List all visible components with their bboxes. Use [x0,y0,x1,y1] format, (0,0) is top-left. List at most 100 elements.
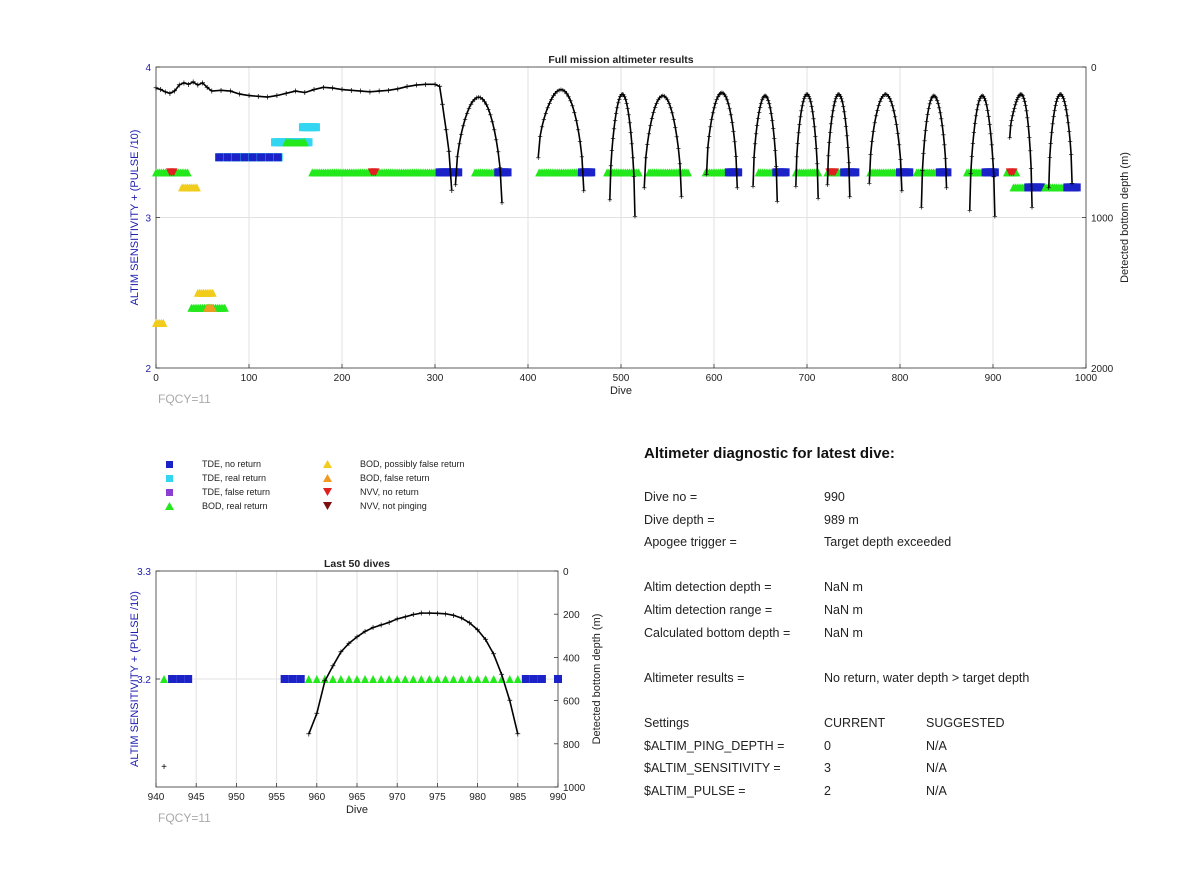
chart1-setting-marker [371,168,380,177]
chart1-x-tick-label: 800 [892,373,909,384]
chart1-depth-point: + [172,87,178,98]
diagnostic-value: NaN m [824,602,863,617]
chart1-depth-point: + [758,98,763,108]
chart1-depth-point: + [579,152,584,162]
diagnostic-label: $ALTIM_PULSE = [644,783,746,798]
chart1-depth-point: + [311,85,317,96]
chart1-depth-point: + [972,119,977,129]
diagnostic-row: $ALTIM_PULSE = 2 N/A [644,784,1164,807]
chart1-depth-point: + [1009,116,1014,126]
chart1-depth-point: + [627,118,632,128]
chart1-depth-point: + [925,110,930,120]
chart1-depth-point: + [619,90,624,100]
chart1-depth-point: + [831,101,836,111]
chart1-depth-point: + [499,198,504,208]
chart1-depth-point: + [944,183,949,193]
chart1-depth-point: + [940,121,945,131]
chart2-setting-marker [409,675,418,683]
chart2-setting-marker [160,675,169,683]
chart1-depth-point: + [463,114,468,124]
chart1-setting-marker [311,123,320,132]
chart1-depth-point: + [274,91,280,102]
chart2-setting-marker [280,675,289,683]
chart1-depth-point: + [631,171,636,181]
chart1-depth-point: + [574,115,579,125]
chart1-depth-point: + [926,104,931,114]
chart1-setting-marker [273,153,282,162]
chart1-depth-point: + [705,143,710,153]
chart1-depth-point: + [1055,93,1060,103]
chart1-y-left-tick-label: 4 [145,63,151,74]
chart1-depth-point: + [618,92,623,102]
chart1-depth-point: + [453,180,458,190]
chart1-depth-point: + [715,92,720,102]
chart1-setting-marker [851,168,860,177]
chart2-setting-marker [505,675,514,683]
chart2-setting-marker [481,675,490,683]
chart1-depth-point: + [204,83,210,94]
chart1-dive-profile-13 [1048,93,1073,188]
chart1-depth-point: + [846,158,851,168]
chart1-depth-point: + [835,90,840,100]
chart1-depth-point: + [560,85,565,95]
chart2-setting-marker [288,675,297,683]
chart1-setting-marker [1037,183,1046,192]
chart1-setting-marker [208,303,217,312]
chart1-depth-point: + [1029,202,1034,212]
chart1-depth-point: + [882,90,887,100]
chart1-depth-point: + [772,134,777,144]
chart2-x-tick-label: 965 [349,792,366,803]
chart1-depth-point: + [1052,106,1057,116]
chart1-depth-point: + [265,93,271,104]
chart1-setting-marker [781,168,790,177]
chart1-depth-point: + [873,111,878,121]
chart1-depth-point: + [1018,90,1023,100]
chart1-depth-point: + [494,135,499,145]
chart1-setting-marker [587,168,596,177]
chart1-depth-point: + [568,96,573,106]
chart1-depth-point: + [937,103,942,113]
chart1-setting-marker [734,168,743,177]
legend-label: TDE, no return [202,459,262,469]
chart1-depth-point: + [761,93,766,103]
chart1-depth-point: + [466,104,471,114]
chart1-depth-point: + [488,110,493,120]
chart1-depth-point: + [432,80,438,91]
chart1-depth-point: + [816,193,821,203]
chart2-depth-point: + [314,709,320,720]
chart1-setting-marker [231,153,240,162]
chart1-depth-point: + [449,186,455,197]
chart2-depth-point: + [378,621,384,632]
chart1-depth-point: + [1015,95,1020,105]
chart2-setting-marker [537,675,546,683]
chart1-depth-point: + [660,91,665,101]
chart1-setting-marker [208,288,217,297]
chart1-depth-point: + [209,87,215,98]
chart2-x-tick-label: 960 [308,792,325,803]
chart1-depth-point: + [472,94,477,104]
chart1-depth-point: + [991,172,996,182]
legend-symbol-icon [165,502,174,510]
diagnostic-label: $ALTIM_PING_DEPTH = [644,738,785,753]
chart1-depth-point: + [890,101,895,111]
chart1-depth-point: + [1024,106,1029,116]
chart1-depth-point: + [883,90,888,100]
chart1-depth-point: + [556,85,561,95]
chart1-depth-point: + [768,103,773,113]
chart1-y-right-tick-label: 2000 [1091,364,1114,375]
chart2-setting-marker [433,675,442,683]
chart1-depth-point: + [803,91,808,101]
chart1-depth-point: + [1022,96,1027,106]
chart1-depth-point: + [1066,118,1071,128]
chart1-depth-point: + [1013,100,1018,110]
chart1-y-right-tick-label: 1000 [1091,214,1114,225]
chart1-depth-point: + [988,129,993,139]
chart2-x-tick-label: 955 [268,792,285,803]
chart1-dive-profile-12 [1008,93,1033,207]
chart1-y-right-tick-label: 0 [1091,63,1097,74]
chart1-depth-point: + [1068,150,1073,160]
chart1-depth-point: + [796,128,801,138]
chart1-depth-point: + [1012,103,1017,113]
chart1-depth-point: + [545,103,550,113]
chart2-depth-point: + [491,650,497,661]
